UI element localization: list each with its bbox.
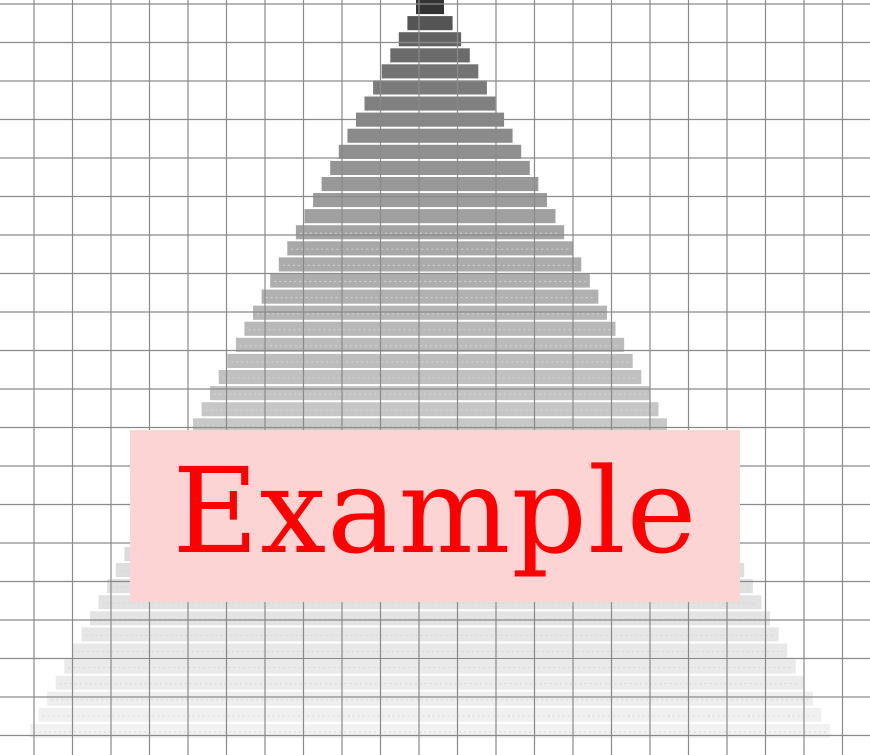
- triangle-layer: [193, 418, 667, 433]
- triangle-layer: [235, 337, 625, 352]
- triangle-layer: [347, 128, 513, 143]
- triangle-layer: [295, 225, 565, 240]
- triangle-layer: [287, 241, 573, 256]
- triangle-layer: [201, 402, 659, 417]
- triangle-layer: [390, 48, 470, 63]
- triangle-layer: [416, 0, 444, 15]
- triangle-layer: [270, 273, 590, 288]
- triangle-layer: [47, 691, 813, 706]
- triangle-layer: [373, 80, 487, 95]
- triangle-layer: [304, 209, 556, 224]
- triangle-layer: [407, 16, 453, 31]
- example-label-box: Example: [130, 430, 740, 602]
- triangle-layer: [244, 321, 616, 336]
- triangle-layer: [261, 289, 599, 304]
- triangle-layer: [338, 144, 522, 159]
- triangle-layer: [278, 257, 582, 272]
- triangle-layer: [38, 707, 822, 722]
- triangle-layer: [72, 643, 788, 658]
- triangle-layer: [253, 305, 607, 320]
- triangle-layer: [90, 611, 770, 626]
- triangle-layer: [227, 353, 633, 368]
- triangle-layer: [313, 193, 547, 208]
- triangle-layer: [210, 386, 650, 401]
- triangle-layer: [381, 64, 479, 79]
- triangle-layer: [398, 32, 462, 47]
- triangle-layer: [364, 96, 496, 111]
- triangle-layer: [330, 160, 530, 175]
- triangle-layer: [321, 177, 539, 192]
- triangle-layer: [30, 723, 830, 738]
- triangle-layer: [64, 659, 796, 674]
- triangle-layer: [218, 370, 642, 385]
- triangle-layer: [81, 627, 779, 642]
- example-label-text: Example: [172, 442, 698, 580]
- triangle-layer: [55, 675, 805, 690]
